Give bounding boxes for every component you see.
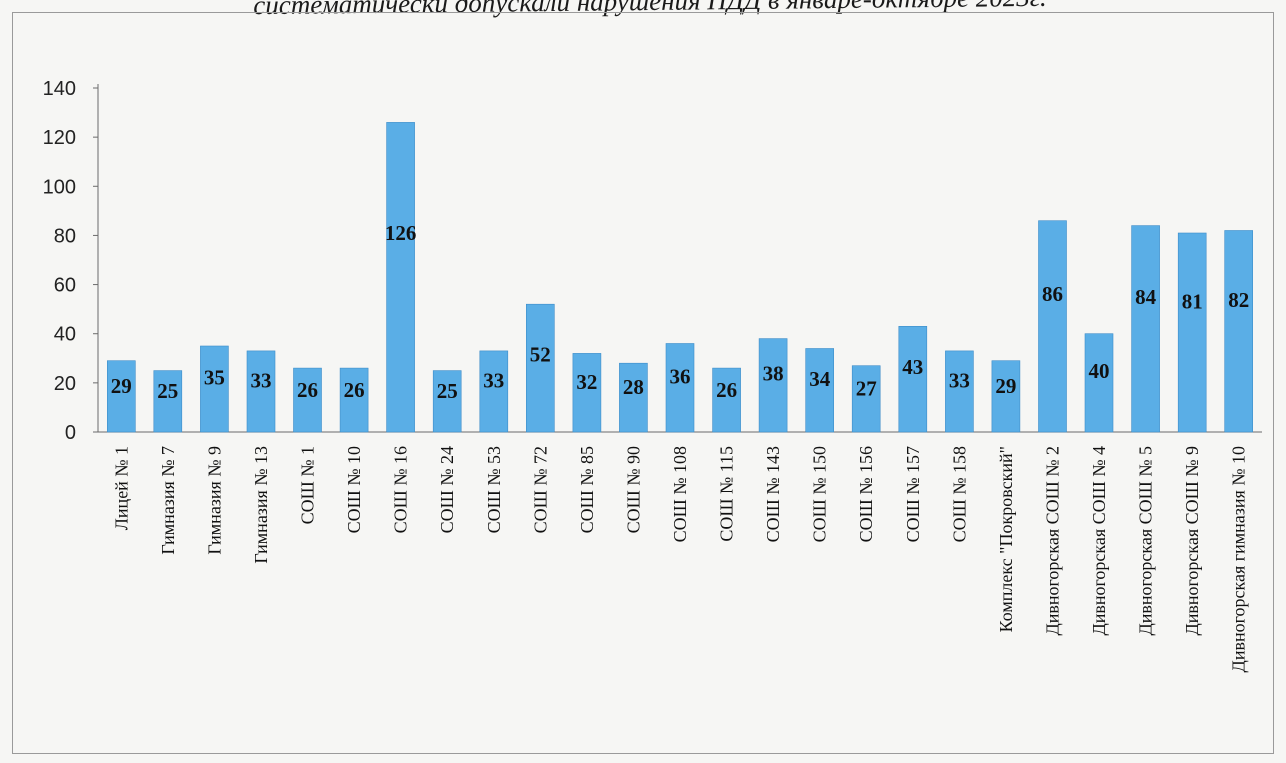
category-label: Дивногорская СОШ № 4 bbox=[1089, 446, 1109, 636]
y-tick-label: 140 bbox=[43, 78, 76, 100]
data-label: 28 bbox=[623, 375, 644, 399]
data-label: 27 bbox=[856, 377, 877, 401]
category-label: Лицей № 1 bbox=[111, 446, 131, 530]
data-label: 34 bbox=[809, 367, 831, 391]
bar bbox=[1225, 231, 1253, 433]
category-label: Дивногорская гимназия № 10 bbox=[1229, 446, 1249, 672]
data-label: 26 bbox=[297, 378, 318, 402]
category-label: Дивногорская СОШ № 5 bbox=[1136, 446, 1156, 636]
data-label: 82 bbox=[1228, 288, 1249, 312]
data-label: 36 bbox=[670, 364, 691, 388]
data-label: 52 bbox=[530, 343, 551, 367]
category-label: Гимназия № 13 bbox=[251, 446, 271, 564]
data-label: 84 bbox=[1135, 285, 1157, 309]
data-label: 25 bbox=[157, 379, 178, 403]
category-label: СОШ № 90 bbox=[623, 446, 643, 533]
category-label: СОШ № 1 bbox=[298, 446, 318, 524]
data-label: 43 bbox=[902, 355, 923, 379]
category-label: СОШ № 53 bbox=[484, 446, 504, 533]
data-label: 35 bbox=[204, 366, 225, 390]
category-label: СОШ № 143 bbox=[763, 446, 783, 542]
category-label: СОШ № 10 bbox=[344, 446, 364, 533]
y-tick-label: 100 bbox=[43, 176, 76, 198]
category-label: Дивногорская СОШ № 2 bbox=[1043, 446, 1063, 636]
data-label: 29 bbox=[111, 374, 132, 398]
category-label: СОШ № 115 bbox=[717, 446, 737, 542]
y-tick-label: 20 bbox=[54, 373, 76, 395]
bar bbox=[1039, 221, 1067, 432]
data-label: 25 bbox=[437, 379, 458, 403]
category-label: СОШ № 24 bbox=[437, 446, 457, 533]
data-label: 26 bbox=[716, 378, 737, 402]
category-label: СОШ № 72 bbox=[530, 446, 550, 533]
y-tick-label: 40 bbox=[54, 324, 76, 346]
category-label: СОШ № 156 bbox=[856, 446, 876, 542]
data-label: 126 bbox=[385, 221, 417, 245]
bar bbox=[1132, 226, 1160, 432]
category-label: СОШ № 150 bbox=[810, 446, 830, 542]
data-label: 33 bbox=[483, 368, 504, 392]
data-label: 26 bbox=[344, 378, 365, 402]
y-tick-label: 80 bbox=[54, 225, 76, 247]
data-label: 40 bbox=[1089, 359, 1110, 383]
y-tick-label: 120 bbox=[43, 127, 76, 149]
category-label: Гимназия № 9 bbox=[204, 446, 224, 555]
chart-category-labels: Лицей № 1 Гимназия № 7 Гимназия № 9 Гимнази… bbox=[111, 446, 1248, 672]
data-label: 29 bbox=[995, 374, 1016, 398]
category-label: Комплекс "Покровский" bbox=[996, 446, 1016, 632]
bar bbox=[1178, 233, 1206, 432]
category-label: СОШ № 85 bbox=[577, 446, 597, 533]
y-tick-label: 60 bbox=[54, 275, 76, 297]
category-label: Дивногорская СОШ № 9 bbox=[1182, 446, 1202, 636]
bar bbox=[387, 122, 415, 432]
data-label: 33 bbox=[949, 368, 970, 392]
category-label: Гимназия № 7 bbox=[158, 446, 178, 555]
data-label: 86 bbox=[1042, 282, 1063, 306]
y-tick-label: 0 bbox=[65, 422, 76, 444]
category-label: СОШ № 16 bbox=[391, 446, 411, 533]
category-label: СОШ № 158 bbox=[949, 446, 969, 542]
bar bbox=[899, 326, 927, 432]
data-label: 81 bbox=[1182, 290, 1203, 314]
data-label: 38 bbox=[763, 362, 784, 386]
data-label: 32 bbox=[576, 370, 597, 394]
data-label: 33 bbox=[251, 368, 272, 392]
category-label: СОШ № 157 bbox=[903, 446, 923, 542]
chart-data-labels: 29 25 35 33 26 26 126 25 33 52 32 28 36 26 38 34 27 43 33 2… bbox=[111, 221, 1249, 403]
category-label: СОШ № 108 bbox=[670, 446, 690, 542]
bar bbox=[526, 304, 554, 432]
